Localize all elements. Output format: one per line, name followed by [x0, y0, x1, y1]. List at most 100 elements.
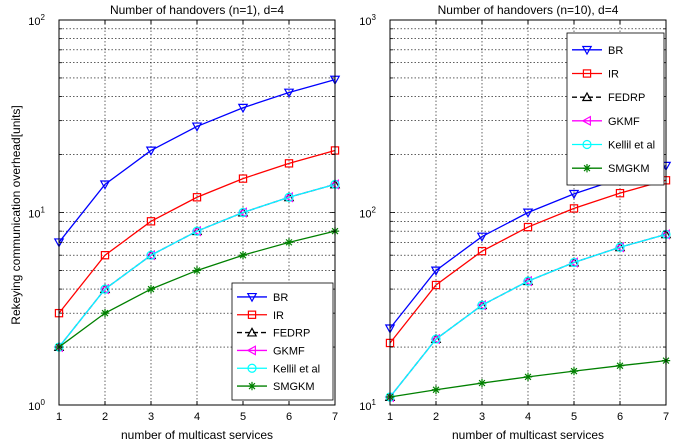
series-line-kellil-et-al [389, 233, 667, 398]
data-point-smgkm [477, 378, 487, 388]
data-point-smgkm [615, 361, 625, 370]
data-point-kellil-et-al [569, 257, 579, 268]
x-axis-label: number of multicast services [121, 428, 273, 442]
data-point-ir [477, 246, 487, 256]
legend-label-br: BR [273, 292, 288, 304]
data-point-kellil-et-al [146, 250, 156, 260]
y-tick-label: 100 [28, 398, 45, 413]
data-point-ir [615, 188, 625, 198]
series-line-br [58, 79, 336, 243]
data-point-kellil-et-al [192, 226, 202, 236]
x-tick-label: 2 [102, 411, 108, 423]
data-point-fedrp [430, 333, 442, 344]
data-point-gkmf [191, 225, 201, 237]
legend-marker-br [246, 292, 258, 303]
legend-marker-fedrp [246, 327, 258, 337]
data-point-br [522, 208, 534, 218]
legend-label-smgkm: SMGKM [608, 163, 650, 175]
data-point-ir [569, 204, 579, 213]
data-point-smgkm [284, 238, 294, 247]
data-point-ir [238, 174, 248, 183]
data-point-ir [284, 159, 294, 168]
legend-marker-br [581, 45, 593, 56]
figure-ylabel: Rekeying communication overhead[units] [9, 105, 23, 324]
data-point-kellil-et-al [523, 276, 533, 286]
legend: BR IR FEDRP GKMF Kellil et al SMGKM [566, 32, 665, 186]
x-tick-label: 3 [479, 411, 485, 423]
legend-label-smgkm: SMGKM [273, 381, 315, 393]
data-point-gkmf [283, 192, 293, 203]
data-point-br [99, 180, 111, 190]
data-point-br [430, 266, 442, 276]
data-point-ir [523, 222, 533, 232]
data-point-gkmf [568, 257, 578, 268]
x-axis: 1 2 3 4 5 6 7 number of multicast services [56, 20, 338, 442]
y-tick-label: 103 [359, 13, 376, 28]
data-point-kellil-et-al [477, 300, 487, 310]
legend-marker-ir [582, 69, 592, 78]
series-ir [385, 176, 671, 348]
data-point-smgkm [569, 366, 579, 376]
x-tick-label: 7 [663, 411, 669, 423]
data-point-smgkm [238, 251, 248, 260]
data-point-br [476, 232, 488, 242]
data-point-gkmf [145, 249, 155, 261]
series-line-ir [58, 149, 336, 314]
data-point-kellil-et-al [238, 207, 248, 218]
data-point-smgkm [100, 308, 110, 318]
y-tick-label: 101 [28, 206, 45, 221]
data-point-gkmf [614, 242, 624, 253]
legend-marker-fedrp [581, 91, 593, 102]
data-point-smgkm [192, 266, 202, 275]
y-tick-label: 102 [28, 13, 45, 28]
legend-label-br: BR [608, 45, 623, 57]
x-tick-label: 4 [525, 411, 531, 423]
x-axis: 1 2 3 4 5 6 7 number of multicast services [387, 20, 669, 442]
data-point-br [191, 122, 203, 132]
data-point-smgkm [431, 385, 441, 394]
legend-box [231, 282, 334, 401]
y-axis: 100 101 102 [28, 13, 335, 413]
legend-label-kellil-et-al: Kellil et al [273, 363, 320, 375]
legend-label-ir: IR [273, 310, 284, 322]
data-point-smgkm [523, 372, 533, 382]
x-tick-label: 4 [194, 411, 200, 423]
x-tick-label: 5 [571, 411, 577, 423]
data-point-gkmf [237, 207, 247, 218]
legend-label-ir: IR [608, 69, 619, 81]
y-tick-label: 101 [359, 398, 376, 413]
data-point-kellil-et-al [284, 192, 294, 202]
data-point-gkmf [476, 299, 486, 311]
data-point-gkmf [430, 333, 440, 345]
data-point-br [145, 146, 157, 156]
x-tick-label: 6 [617, 411, 623, 423]
data-point-smgkm [146, 284, 156, 294]
x-tick-label: 1 [387, 411, 393, 423]
data-point-ir [192, 193, 202, 202]
data-point-kellil-et-al [100, 284, 110, 294]
data-point-ir [431, 280, 441, 290]
legend-marker-gkmf [581, 115, 591, 127]
x-axis-label: number of multicast services [452, 428, 604, 442]
legend: BR IR FEDRP GKMF Kellil et al SMGKM [231, 282, 334, 401]
series-line-kellil-et-al [58, 183, 336, 348]
series-line-ir [389, 179, 667, 344]
chart-title: Number of handovers (n=1), d=4 [110, 3, 284, 17]
data-point-ir [100, 251, 110, 260]
legend-label-gkmf: GKMF [608, 116, 640, 128]
legend-marker-ir [247, 310, 257, 319]
x-tick-label: 3 [148, 411, 154, 423]
data-point-br [237, 103, 249, 114]
legend-marker-kellil-et-al [582, 139, 592, 150]
legend-box [566, 32, 665, 186]
legend-marker-kellil-et-al [247, 363, 257, 373]
data-point-kellil-et-al [615, 242, 625, 252]
data-point-gkmf [522, 275, 532, 287]
legend-marker-gkmf [246, 345, 256, 356]
x-tick-label: 7 [332, 411, 338, 423]
legend-marker-smgkm [247, 381, 257, 391]
chart-title: Number of handovers (n=10), d=4 [438, 3, 619, 17]
